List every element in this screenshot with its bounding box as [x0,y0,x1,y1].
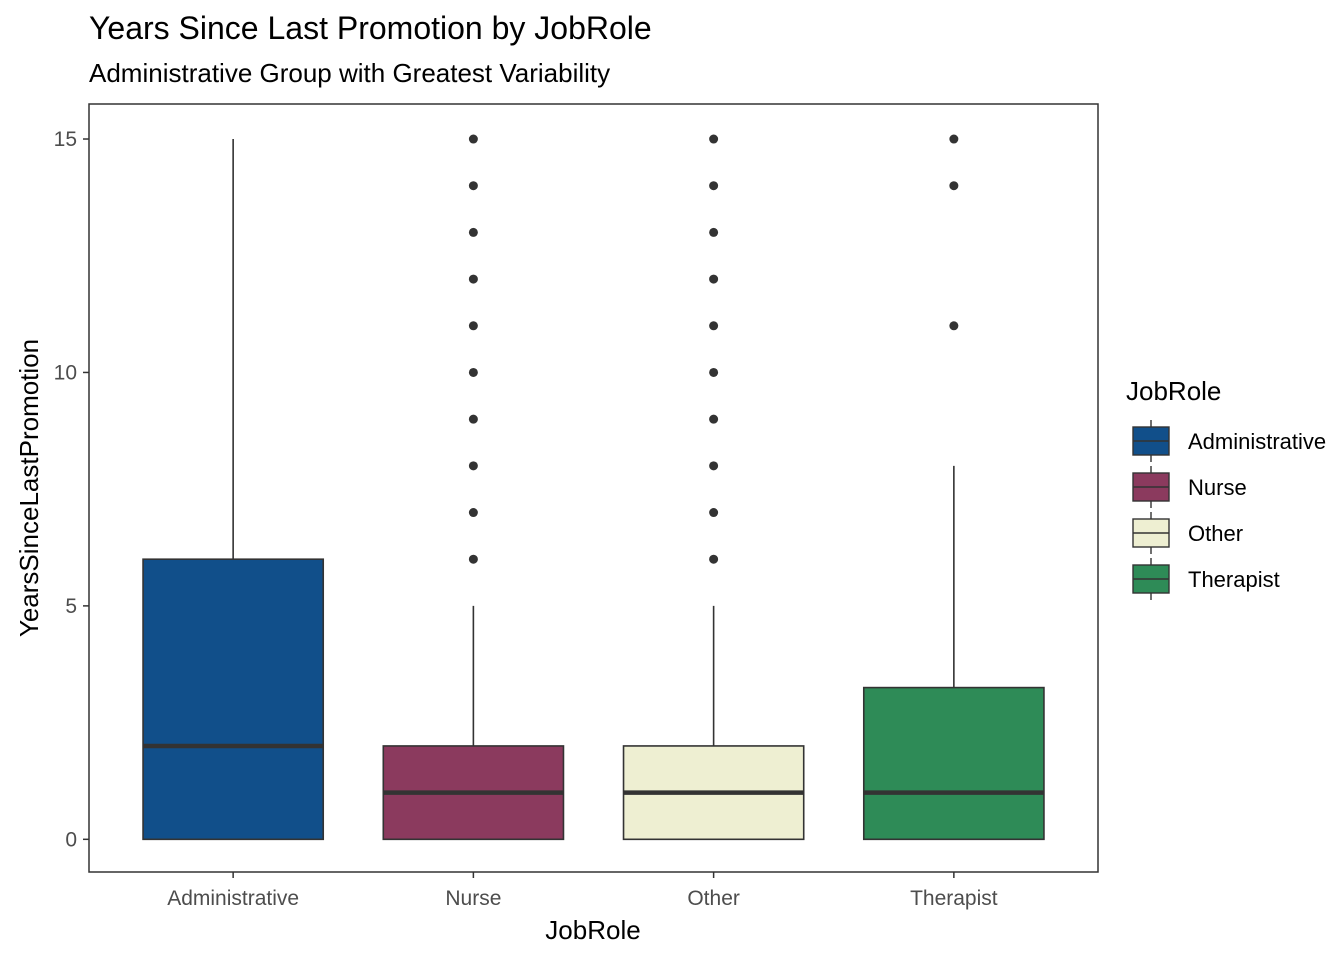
x-axis: Administrative Nurse Other Therapist [167,872,998,910]
chart-title: Years Since Last Promotion by JobRole [89,10,652,46]
outlier-point-other [709,554,719,564]
box-other [622,134,805,841]
outlier-point-nurse [468,367,478,377]
outlier-point-other [709,181,719,191]
legend: JobRole Administrative Nurse Other Therapis… [1126,376,1326,600]
outlier-point-therapist [949,321,959,331]
outlier-point-other [709,274,719,284]
x-tick-label-administrative: Administrative [167,887,299,910]
outlier-point-other [709,461,719,471]
y-axis: 0 5 10 15 [54,128,89,851]
legend-title: JobRole [1126,376,1221,406]
outlier-point-nurse [468,181,478,191]
outlier-point-therapist [949,134,959,144]
outlier-point-therapist [949,181,959,191]
box-therapist [862,134,1045,841]
outlier-point-other [709,134,719,144]
outlier-point-other [709,367,719,377]
x-axis-title: JobRole [545,915,640,945]
boxes-layer [142,134,1045,841]
box-nurse [382,134,565,841]
box-administrative [142,139,325,841]
outlier-point-nurse [468,321,478,331]
outlier-point-other [709,414,719,424]
y-axis-title: YearsSinceLastPromotion [14,339,44,637]
box-body-administrative [142,558,325,841]
y-tick-label-15: 15 [54,128,77,151]
legend-label-therapist: Therapist [1188,567,1280,592]
outlier-point-other [709,508,719,518]
outlier-point-other [709,321,719,331]
box-body-therapist [862,686,1045,841]
outlier-point-nurse [468,274,478,284]
outlier-point-other [709,227,719,237]
outlier-point-nurse [468,461,478,471]
outlier-point-nurse [468,227,478,237]
legend-item-administrative: Administrative [1132,420,1326,462]
legend-label-other: Other [1188,521,1243,546]
legend-item-other: Other [1132,512,1243,554]
legend-item-therapist: Therapist [1132,558,1280,600]
legend-label-administrative: Administrative [1188,429,1326,454]
x-tick-label-therapist: Therapist [910,887,998,910]
legend-label-nurse: Nurse [1188,475,1247,500]
chart-subtitle: Administrative Group with Greatest Varia… [89,58,611,88]
y-tick-label-5: 5 [65,595,77,618]
x-tick-label-other: Other [687,887,740,910]
y-tick-label-0: 0 [65,828,77,851]
outlier-point-nurse [468,414,478,424]
x-tick-label-nurse: Nurse [445,887,501,910]
y-tick-label-10: 10 [54,361,77,384]
outlier-point-nurse [468,508,478,518]
legend-item-nurse: Nurse [1132,466,1247,508]
outlier-point-nurse [468,134,478,144]
plot-panel-border [88,103,1099,873]
outlier-point-nurse [468,554,478,564]
